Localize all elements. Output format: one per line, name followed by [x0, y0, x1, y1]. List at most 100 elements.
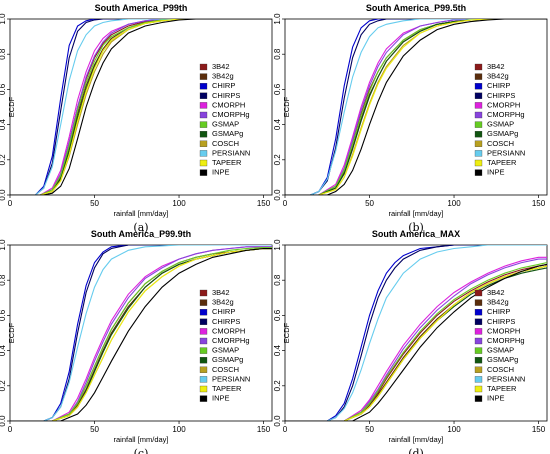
- legend-label-gsmapg: GSMAPg: [487, 355, 518, 364]
- y-tick-label: 1.0: [0, 13, 7, 25]
- panel-title: South America_MAX: [372, 229, 460, 239]
- legend-label-3b42: 3B42: [212, 62, 230, 71]
- legend-swatch-chirps: [199, 92, 208, 99]
- legend-label-inpe: INPE: [212, 168, 230, 177]
- panel-caption: (d): [408, 447, 424, 454]
- x-tick-label: 0: [283, 425, 288, 434]
- legend-label-tapeer: TAPEER: [212, 384, 242, 393]
- y-tick-label: 0.2: [273, 380, 282, 392]
- legend-label-persiann: PERSIANN: [212, 374, 250, 383]
- panel-caption: (c): [134, 447, 149, 454]
- series-line-gsmap: [10, 247, 272, 421]
- panel-2: South America_P99.5th 0.0 0.2 0.4 0.6 0.8 1.0 0…: [273, 3, 548, 234]
- legend-label-persiann: PERSIANN: [487, 148, 525, 157]
- legend-label-3b42g: 3B42g: [487, 298, 509, 307]
- legend-swatch-tapeer: [199, 159, 208, 167]
- legend-label-chirps: CHIRPS: [212, 317, 240, 326]
- legend-label-tapeer: TAPEER: [487, 384, 517, 393]
- y-tick-label: 0.6: [0, 83, 7, 95]
- legend-label-gsmap: GSMAP: [487, 346, 514, 355]
- series-line-tapeer: [285, 19, 547, 195]
- x-tick-label: 100: [447, 425, 461, 434]
- series-group: [285, 19, 547, 195]
- x-tick-label: 100: [447, 199, 461, 208]
- legend-swatch-gsmapg: [474, 357, 483, 364]
- legend-label-inpe: INPE: [487, 168, 505, 177]
- legend-label-3b42: 3B42: [487, 288, 505, 297]
- legend-swatch-cosch: [199, 366, 208, 373]
- y-tick-label: 0.6: [273, 83, 282, 95]
- y-tick-label: 0.0: [273, 189, 282, 201]
- y-tick-label: 0.2: [273, 154, 282, 166]
- legend-label-persiann: PERSIANN: [487, 374, 525, 383]
- legend-swatch-3b42: [199, 63, 208, 71]
- y-tick-label: 0.4: [0, 118, 7, 130]
- legend-label-cmorph: CMORPH: [487, 100, 520, 109]
- y-axis-label: ECDF: [7, 96, 16, 117]
- legend-swatch-chirps: [474, 92, 483, 99]
- series-line-inpe: [10, 247, 272, 421]
- legend-swatch-gsmap: [199, 347, 208, 354]
- legend-label-3b42: 3B42: [212, 288, 230, 297]
- panel-title: South America_P99.9th: [91, 229, 191, 239]
- x-tick-label: 50: [365, 425, 374, 434]
- x-tick-label: 100: [172, 199, 186, 208]
- series-line-tapeer: [285, 265, 547, 421]
- legend-label-gsmapg: GSMAPg: [487, 129, 518, 138]
- x-tick-label: 150: [257, 199, 271, 208]
- legend-swatch-cosch: [474, 366, 483, 373]
- y-tick-label: 0.2: [0, 380, 7, 392]
- legend-label-3b42: 3B42: [487, 62, 505, 71]
- legend-swatch-inpe: [199, 395, 208, 402]
- x-tick-label: 50: [90, 199, 99, 208]
- legend-swatch-cmorphg: [474, 111, 483, 119]
- legend-swatch-3b42g: [474, 73, 483, 80]
- series-line-tapeer: [10, 19, 272, 195]
- series-group: [285, 245, 547, 421]
- y-tick-label: 0.2: [0, 154, 7, 166]
- legend-swatch-cmorph: [199, 102, 208, 109]
- legend-label-cosch: COSCH: [487, 365, 514, 374]
- series-line-persiann: [285, 19, 547, 195]
- legend-label-cmorph: CMORPH: [212, 326, 245, 335]
- legend-swatch-tapeer: [199, 385, 208, 393]
- legend-label-gsmap: GSMAP: [212, 346, 239, 355]
- series-line-inpe: [285, 19, 547, 195]
- y-tick-label: 1.0: [273, 13, 282, 25]
- series-line-tapeer: [10, 247, 272, 421]
- legend-swatch-cmorph: [474, 328, 483, 335]
- legend-swatch-chirp: [474, 309, 483, 316]
- series-line-chirp: [10, 19, 272, 195]
- legend-label-cosch: COSCH: [212, 365, 239, 374]
- series-line-persiann: [285, 245, 547, 421]
- legend-label-3b42g: 3B42g: [212, 72, 234, 81]
- legend-label-tapeer: TAPEER: [487, 158, 517, 167]
- series-group: [10, 245, 272, 421]
- legend-label-inpe: INPE: [212, 394, 230, 403]
- legend-label-cosch: COSCH: [212, 139, 239, 148]
- y-tick-label: 0.6: [273, 309, 282, 321]
- y-tick-label: 0.8: [273, 48, 282, 60]
- legend-label-cosch: COSCH: [487, 139, 514, 148]
- legend-swatch-cmorphg: [199, 337, 208, 345]
- x-tick-label: 50: [90, 425, 99, 434]
- legend-swatch-3b42g: [199, 299, 208, 306]
- legend-label-cmorphg: CMORPHg: [487, 110, 525, 119]
- x-axis-label: rainfall [mm/day]: [388, 209, 443, 218]
- legend-swatch-gsmapg: [199, 131, 208, 138]
- x-axis-label: rainfall [mm/day]: [113, 435, 168, 444]
- legend-swatch-gsmapg: [199, 357, 208, 364]
- legend-swatch-persiann: [474, 376, 483, 383]
- panel-caption: (a): [133, 221, 148, 234]
- series-line-persiann: [10, 245, 272, 421]
- series-group: [10, 19, 272, 195]
- legend-swatch-cmorph: [199, 328, 208, 335]
- y-tick-label: 1.0: [273, 239, 282, 251]
- series-line-cmorph: [285, 256, 547, 421]
- legend-swatch-gsmapg: [474, 131, 483, 138]
- panel-caption: (b): [408, 221, 424, 234]
- legend-swatch-chirp: [474, 83, 483, 90]
- legend-label-chirp: CHIRP: [487, 81, 510, 90]
